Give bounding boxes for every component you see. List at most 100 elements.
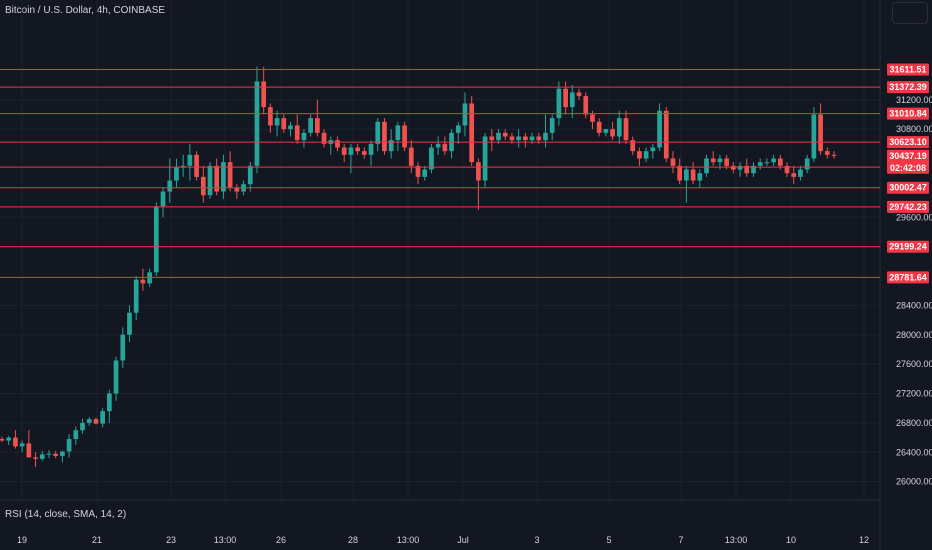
candle-body <box>543 132 548 141</box>
candle-body <box>771 158 776 163</box>
x-tick-label: 21 <box>92 535 102 545</box>
candle-body <box>650 147 656 152</box>
price-levels <box>0 69 880 278</box>
candle-body <box>804 158 810 170</box>
candle-body <box>274 118 280 126</box>
candle-body <box>657 110 662 148</box>
candle-body <box>516 136 521 141</box>
y-tick-label: 27600.00 <box>896 359 932 369</box>
price-level-tag-label: 29742.23 <box>889 202 927 212</box>
candle-body <box>254 81 260 166</box>
candle-body <box>382 121 387 152</box>
candle-body <box>811 114 817 159</box>
candle-body <box>361 151 367 155</box>
candle-body <box>86 419 92 423</box>
candle-body <box>422 169 428 177</box>
rsi-indicator-label[interactable]: RSI (14, close, SMA, 14, 2) <box>5 509 127 520</box>
candle-body <box>751 165 756 174</box>
price-level-tag-label: 31372.39 <box>889 82 927 92</box>
candle-body <box>301 132 307 141</box>
candle-body <box>476 162 481 181</box>
candle-body <box>469 103 475 163</box>
x-tick-label: 13:00 <box>214 535 237 545</box>
candle-body <box>737 165 743 170</box>
candle-body <box>536 136 542 141</box>
candle-body <box>429 147 434 170</box>
candle-body <box>308 118 313 133</box>
chart-settings-button[interactable] <box>892 2 928 24</box>
candle-body <box>107 393 112 412</box>
candle-body <box>335 140 340 148</box>
candle-body <box>663 110 669 159</box>
candle-body <box>704 158 709 174</box>
candle-body <box>19 443 25 447</box>
price-level-tag <box>887 81 929 94</box>
candle-body <box>234 187 240 192</box>
candle-body <box>677 165 683 181</box>
candle-body <box>227 162 233 188</box>
price-level-tag <box>887 271 929 284</box>
x-tick-label: 12 <box>859 535 869 545</box>
price-level-tag-label: 31611.51 <box>889 65 926 75</box>
candle-body <box>13 437 18 447</box>
candle-body <box>288 125 293 130</box>
current-price-label: 30437.19 <box>889 151 927 161</box>
candle-body <box>153 206 159 273</box>
candle-body <box>39 454 45 459</box>
candle-body <box>26 443 32 458</box>
candle-body <box>556 88 562 119</box>
candle-body <box>616 118 622 137</box>
symbol-title: Bitcoin / U.S. Dollar, 4h, COINBASE <box>5 5 166 16</box>
candle-body <box>214 165 220 192</box>
candle-body <box>200 176 206 196</box>
candle-body <box>388 140 394 152</box>
candle-body <box>0 439 5 441</box>
y-tick-label: 27200.00 <box>896 389 932 399</box>
price-level-tag-label: 28781.64 <box>889 272 927 282</box>
candle-body <box>174 167 179 181</box>
candle-body <box>33 457 38 459</box>
candle-body <box>415 165 421 177</box>
candle-body <box>402 125 407 148</box>
candle-body <box>46 453 52 455</box>
candle-body <box>603 129 609 133</box>
x-tick-label: 23 <box>166 535 176 545</box>
candle-body <box>482 136 488 181</box>
candle-body <box>442 143 448 152</box>
candles <box>0 66 837 467</box>
candle-body <box>489 136 495 141</box>
candle-body <box>207 165 213 196</box>
candle-body <box>6 437 12 441</box>
price-level-tag <box>887 63 929 76</box>
y-tick-label: 30800.00 <box>896 124 932 134</box>
candle-body <box>355 147 360 152</box>
candle-body <box>509 136 515 141</box>
candle-body <box>321 132 327 144</box>
candle-body <box>637 151 642 159</box>
candle-body <box>268 107 273 126</box>
candle-body <box>187 154 193 166</box>
current-price-tag <box>887 149 929 174</box>
candle-body <box>408 147 414 166</box>
candle-body <box>167 180 173 192</box>
candle-body <box>697 173 703 181</box>
x-tick-label: 26 <box>276 535 286 545</box>
y-tick-label: 26400.00 <box>896 447 932 457</box>
candle-body <box>133 279 139 313</box>
candle-body <box>717 158 723 163</box>
x-tick-label: Jul <box>457 535 469 545</box>
price-level-tag-label: 30002.47 <box>889 183 927 193</box>
y-tick-label: 28400.00 <box>896 300 932 310</box>
y-tick-label: 26000.00 <box>896 477 932 487</box>
candle-body <box>375 121 381 144</box>
x-tick-label: 28 <box>348 535 358 545</box>
candle-body <box>710 158 716 163</box>
price-level-tag-label: 31010.84 <box>889 109 927 119</box>
candle-body <box>294 125 300 141</box>
y-tick-label: 26800.00 <box>896 418 932 428</box>
candle-body <box>818 114 823 152</box>
candle-body <box>590 114 595 122</box>
candle-body <box>281 118 287 130</box>
x-tick-label: 7 <box>678 535 683 545</box>
